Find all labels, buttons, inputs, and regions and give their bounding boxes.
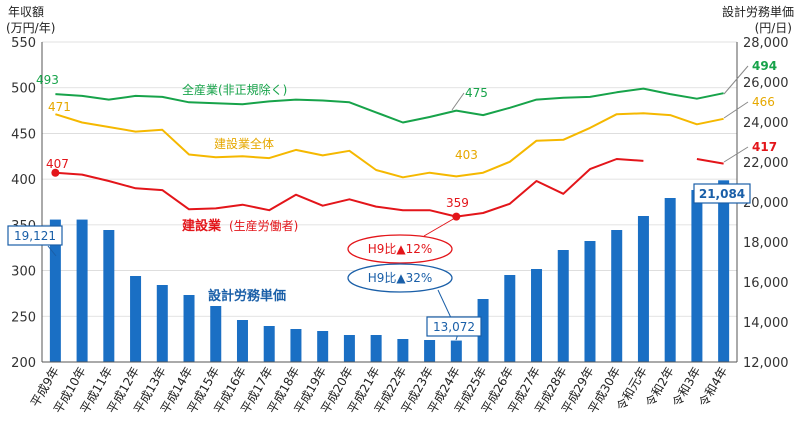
data-label-yellow-mid: 403: [455, 148, 478, 162]
bar: [397, 339, 409, 362]
data-label-bar-last: 21,084: [699, 187, 745, 201]
left-tick-label: 500: [11, 82, 36, 97]
left-tick-label: 400: [11, 173, 36, 188]
right-tick-label: 18,000: [743, 236, 789, 251]
series-line: [55, 112, 724, 179]
series-label-design-unit-price: 設計労務単価: [208, 288, 286, 304]
left-tick-label: 550: [11, 36, 36, 51]
right-tick-label: 28,000: [743, 36, 789, 51]
series-line: [55, 158, 724, 218]
right-axis: 12,000 14,000 16,000 18,000 20,000 22,000 24,0…: [736, 36, 789, 371]
left-tick-label: 250: [11, 310, 36, 325]
data-label-green-first: 493: [36, 73, 59, 87]
bar: [531, 269, 543, 362]
gridlines: [42, 41, 737, 317]
bar: [183, 295, 195, 362]
data-label-red-mid: 359: [446, 196, 469, 210]
right-tick-label: 26,000: [743, 76, 789, 91]
bar: [611, 230, 623, 362]
series-label-all-industries: 全産業(非正規除く): [182, 82, 287, 97]
bar: [210, 306, 222, 362]
left-tick-label: 300: [11, 265, 36, 280]
leader-green-last: [723, 65, 749, 95]
bar: [370, 335, 382, 362]
right-tick-label: 16,000: [743, 276, 789, 291]
bar: [263, 326, 275, 362]
bar: [130, 276, 142, 362]
data-label-bar-mid: 13,072: [433, 320, 475, 334]
bar: [450, 340, 462, 362]
bar: [504, 275, 516, 362]
bar: [103, 230, 115, 362]
data-label-green-last: 494: [752, 59, 777, 73]
right-tick-label: 14,000: [743, 316, 789, 331]
bar: [664, 198, 676, 362]
data-label-yellow-last: 466: [752, 95, 775, 109]
bar: [691, 190, 703, 362]
series-line: [55, 87, 724, 124]
series-label-construction-workers-sub: (生産労働者): [229, 218, 298, 233]
bar: [290, 329, 302, 362]
bar: [156, 285, 168, 362]
bar: [584, 241, 596, 362]
marker-red-first: [51, 168, 60, 177]
callout-red-leader: [423, 217, 456, 237]
data-label-bar-first: 19,121: [14, 229, 56, 243]
bar: [718, 180, 730, 362]
right-tick-label: 20,000: [743, 196, 789, 211]
leader-yellow-last: [723, 101, 749, 119]
left-tick-label: 200: [11, 356, 36, 371]
box-bar-mid: [426, 316, 482, 337]
callout-blue-ellipse: [347, 263, 453, 293]
callout-red-text: H9比▲12%: [368, 242, 433, 256]
bar: [637, 216, 649, 362]
bars: [49, 180, 730, 362]
left-tick-label: 450: [11, 127, 36, 142]
callout-blue-text: H9比▲32%: [368, 271, 433, 285]
data-label-red-first: 407: [46, 157, 69, 171]
right-tick-label: 22,000: [743, 156, 789, 171]
right-tick-label: 12,000: [743, 356, 789, 371]
callout-red-ellipse: [347, 234, 453, 264]
bar: [424, 340, 436, 362]
callout-blue-leader: [437, 289, 453, 321]
box-bar-last: [693, 183, 751, 204]
right-axis-title-line1: 設計労務単価: [722, 4, 794, 19]
left-axis-title-line2: (万円/年): [6, 21, 55, 35]
leader-bar-first: [47, 245, 57, 257]
box-bar-first: [7, 225, 63, 246]
bar: [76, 219, 88, 362]
leader-green-mid: [451, 92, 465, 111]
right-tick-label: 24,000: [743, 116, 789, 131]
bar: [49, 219, 61, 362]
data-label-yellow-first: 471: [48, 100, 71, 114]
data-label-green-mid: 475: [465, 86, 488, 100]
data-label-red-last: 417: [752, 140, 777, 154]
right-axis-title-line2: (円/日): [755, 21, 792, 35]
bar: [557, 250, 569, 362]
series-label-construction-workers: 建設業: [182, 218, 222, 234]
leader-red-last: [723, 146, 749, 163]
x-axis: 平成9年平成10年平成11年平成12年平成13年平成14年平成15年平成16年平…: [28, 361, 737, 416]
lines: [51, 87, 724, 221]
bar: [236, 320, 248, 362]
left-axis-title-line1: 年収額: [8, 5, 44, 19]
bar: [317, 331, 329, 362]
series-label-construction-total: 建設業全体: [214, 136, 274, 151]
bar: [477, 299, 489, 362]
bar: [343, 335, 355, 362]
